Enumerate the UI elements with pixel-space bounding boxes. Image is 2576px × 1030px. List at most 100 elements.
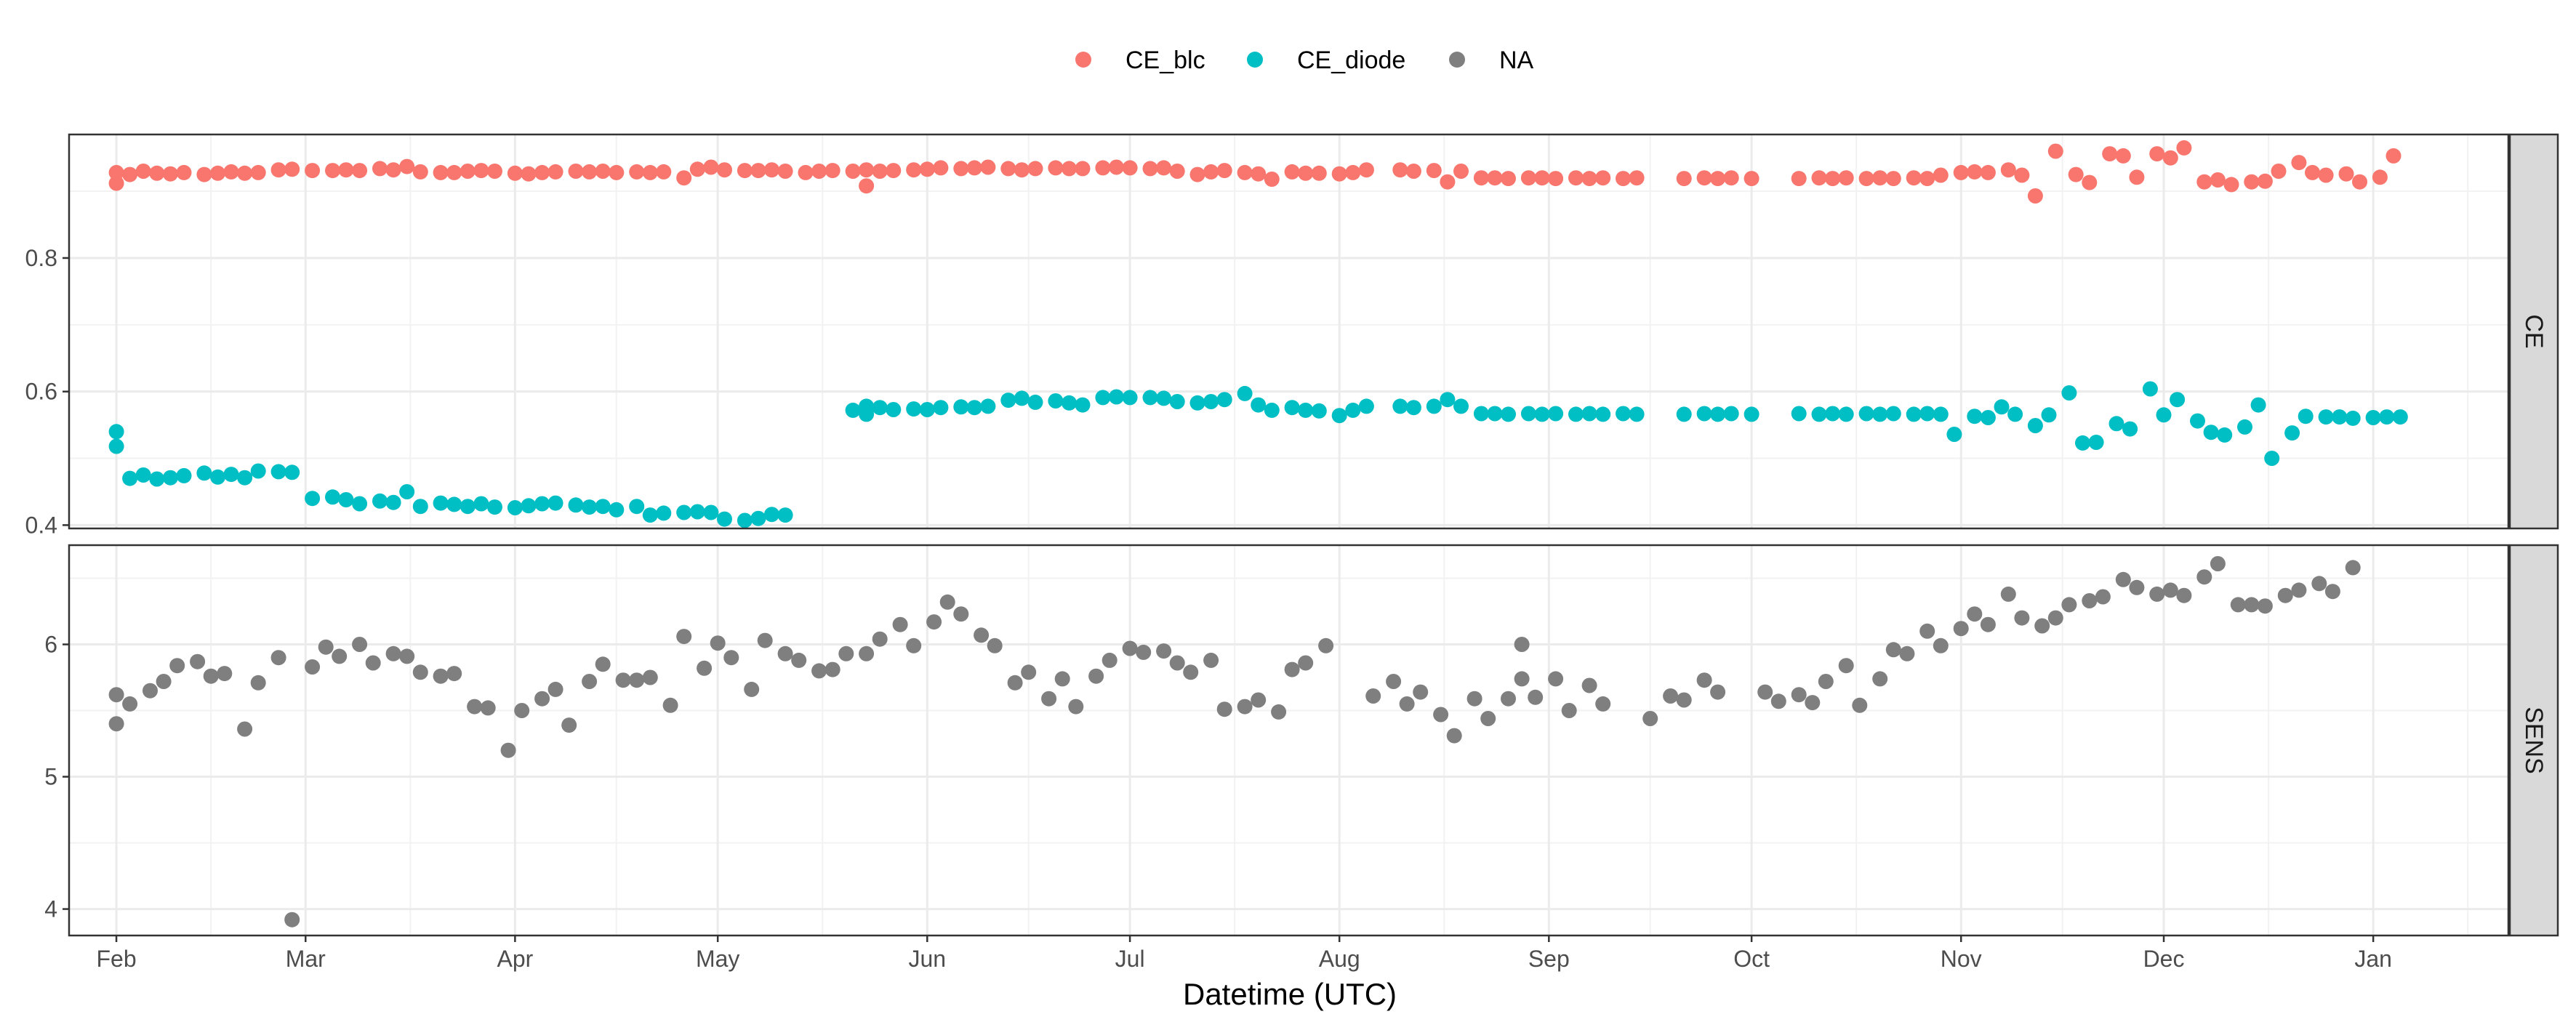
- data-point-ce-blc: [595, 164, 611, 179]
- data-point-ce-blc: [372, 161, 388, 177]
- data-point-ce-diode: [1629, 406, 1645, 422]
- data-point-ce-diode: [2190, 413, 2205, 429]
- data-point-na: [1696, 672, 1712, 688]
- data-point-na: [2034, 618, 2050, 634]
- data-point-ce-blc: [2196, 174, 2212, 190]
- data-point-ce-blc: [2305, 164, 2320, 180]
- data-point-ce-blc: [1095, 160, 1111, 176]
- data-point-na: [1933, 637, 1949, 653]
- x-tick-label: Feb: [96, 946, 136, 972]
- data-point-ce-blc: [1169, 164, 1185, 179]
- data-point-ce-diode: [338, 492, 354, 507]
- data-point-ce-diode: [1710, 406, 1726, 422]
- data-point-ce-diode: [305, 491, 321, 507]
- data-point-ce-blc: [108, 164, 124, 180]
- data-point-ce-diode: [1696, 406, 1712, 422]
- legend-marker-na: [1449, 52, 1465, 68]
- data-point-na: [953, 606, 969, 622]
- data-point-ce-blc: [1156, 160, 1172, 176]
- data-point-ce-blc: [750, 163, 766, 179]
- data-point-ce-diode: [2088, 435, 2104, 450]
- data-point-ce-blc: [1440, 174, 1456, 190]
- data-point-ce-diode: [270, 464, 286, 480]
- data-point-ce-blc: [953, 161, 969, 177]
- panel-ce: 0.4 0.6 0.8 CE: [25, 133, 2559, 538]
- data-point-ce-diode: [1122, 390, 1138, 406]
- legend-item-ce-diode[interactable]: CE_diode: [1247, 47, 1405, 74]
- data-point-ce-diode: [2284, 425, 2300, 441]
- data-point-ce-diode: [1251, 397, 1267, 413]
- data-point-na: [662, 697, 678, 713]
- data-point-na: [514, 703, 530, 718]
- data-point-ce-diode: [642, 507, 658, 523]
- data-point-na: [1953, 621, 1969, 637]
- data-point-ce-blc: [162, 166, 178, 182]
- data-point-ce-diode: [1095, 390, 1111, 406]
- data-point-ce-diode: [2156, 407, 2172, 423]
- data-point-ce-blc: [764, 162, 779, 178]
- data-point-na: [534, 691, 550, 707]
- data-point-ce-diode: [2237, 419, 2252, 435]
- data-point-ce-blc: [1919, 171, 1935, 187]
- data-point-na: [1514, 637, 1530, 652]
- data-point-ce-diode: [1581, 406, 1597, 422]
- data-point-ce-diode: [1311, 403, 1327, 419]
- legend-item-ce-blc[interactable]: CE_blc: [1075, 47, 1205, 74]
- data-point-ce-diode: [845, 402, 861, 418]
- data-point-ce-blc: [1075, 161, 1091, 177]
- data-point-ce-blc: [1933, 167, 1949, 183]
- data-point-na: [1514, 671, 1530, 687]
- data-point-na: [1967, 606, 1983, 622]
- data-point-na: [1169, 655, 1185, 671]
- data-point-ce-diode: [1548, 406, 1564, 422]
- data-point-na: [2115, 571, 2131, 587]
- data-point-na: [2196, 569, 2212, 585]
- data-point-ce-diode: [1885, 406, 1901, 422]
- data-point-ce-blc: [1885, 171, 1901, 187]
- legend-marker-ce-blc: [1075, 52, 1091, 68]
- legend-item-na[interactable]: NA: [1449, 47, 1534, 74]
- data-point-ce-blc: [2027, 188, 2043, 204]
- data-point-ce-diode: [399, 484, 415, 499]
- data-point-ce-diode: [1216, 392, 1232, 408]
- data-point-ce-blc: [1000, 161, 1016, 177]
- data-point-na: [250, 675, 266, 691]
- data-point-na: [1183, 664, 1199, 680]
- data-point-ce-diode: [1048, 393, 1064, 409]
- data-point-ce-blc: [824, 163, 840, 179]
- data-point-na: [1365, 688, 1381, 704]
- data-point-ce-diode: [108, 438, 124, 454]
- data-point-ce-diode: [1501, 406, 1516, 422]
- data-point-na: [1805, 695, 1821, 711]
- data-point-na: [446, 666, 462, 682]
- data-point-ce-blc: [703, 159, 719, 175]
- data-point-na: [143, 683, 158, 699]
- data-point-ce-blc: [1568, 170, 1584, 186]
- data-point-ce-blc: [906, 162, 922, 178]
- data-point-ce-diode: [2345, 410, 2361, 426]
- data-point-ce-diode: [372, 493, 388, 509]
- data-point-ce-blc: [1520, 170, 1536, 186]
- data-point-ce-blc: [1980, 164, 1996, 180]
- data-point-ce-blc: [1453, 164, 1469, 179]
- data-point-ce-diode: [609, 502, 625, 518]
- data-point-ce-blc: [122, 166, 138, 182]
- data-point-ce-blc: [2352, 174, 2367, 190]
- data-point-ce-diode: [1723, 406, 1739, 422]
- data-point-ce-blc: [859, 162, 875, 178]
- data-point-ce-blc: [399, 158, 415, 174]
- data-point-na: [2129, 579, 2145, 595]
- data-point-ce-diode: [1595, 406, 1611, 422]
- data-point-ce-blc: [149, 165, 165, 181]
- data-point-na: [1284, 661, 1300, 677]
- data-point-ce-blc: [1237, 164, 1253, 180]
- x-tick-label: Jan: [2354, 946, 2392, 972]
- data-point-ce-blc: [629, 164, 645, 180]
- y-tick-label: 4: [44, 896, 57, 922]
- data-point-ce-blc: [223, 164, 239, 180]
- data-point-na: [777, 645, 793, 661]
- data-point-ce-diode: [1919, 406, 1935, 422]
- data-point-ce-blc: [108, 175, 124, 191]
- data-point-na: [791, 652, 807, 668]
